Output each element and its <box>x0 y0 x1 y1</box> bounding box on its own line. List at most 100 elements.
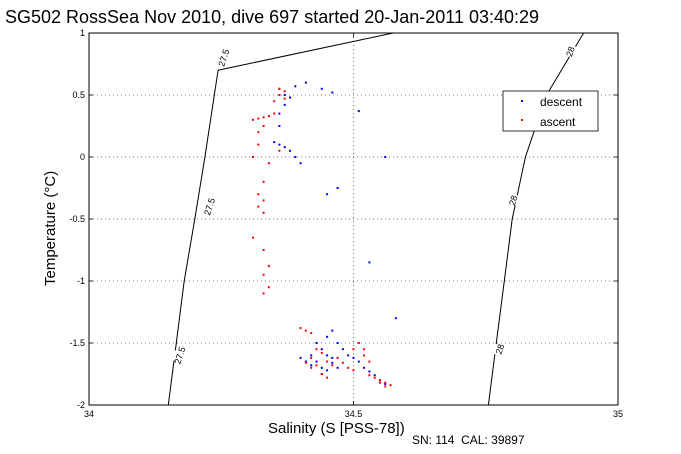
ascent-point <box>267 162 270 165</box>
ascent-point <box>257 131 260 134</box>
legend-box <box>502 90 599 132</box>
ascent-point <box>257 143 260 146</box>
ascent-point <box>262 125 265 127</box>
isopycnal-label: 28 <box>494 343 507 356</box>
descent-point <box>278 125 281 127</box>
descent-point <box>315 360 318 363</box>
descent-point <box>326 369 329 372</box>
ascent-point <box>262 180 265 183</box>
y-axis-label: Temperature (°C) <box>42 171 59 286</box>
x-tick-label: 34 <box>84 409 94 419</box>
descent-point <box>384 382 387 385</box>
ascent-point <box>278 94 281 96</box>
series-descent <box>273 81 397 385</box>
descent-point <box>347 354 350 357</box>
descent-point <box>352 356 355 359</box>
isopycnal-label-bg <box>561 46 580 57</box>
descent-point <box>294 156 297 158</box>
legend-ascent-marker <box>521 119 523 121</box>
descent-point <box>283 94 286 96</box>
y-tick-label: 0 <box>80 152 85 162</box>
isopycnal-line <box>167 32 394 406</box>
legend-ascent-label: ascent <box>540 115 576 129</box>
descent-point <box>304 81 307 84</box>
descent-point <box>273 141 276 144</box>
descent-point <box>341 348 344 351</box>
descent-point <box>283 146 286 149</box>
ascent-point <box>331 364 334 367</box>
ascent-point <box>368 374 371 377</box>
descent-point <box>363 366 366 369</box>
descent-point <box>315 342 318 344</box>
x-tick-label: 35 <box>613 409 623 419</box>
descent-point <box>294 85 297 88</box>
descent-point <box>283 103 286 106</box>
descent-point <box>326 335 329 338</box>
descent-point <box>299 356 302 359</box>
descent-point <box>310 364 313 367</box>
descent-point <box>326 193 329 196</box>
ascent-point <box>283 97 286 100</box>
ascent-point <box>262 116 265 119</box>
descent-point <box>336 187 339 189</box>
ascent-point <box>283 90 286 93</box>
descent-point <box>289 149 291 152</box>
ascent-point <box>304 329 307 332</box>
ascent-point <box>262 292 265 295</box>
descent-point <box>320 348 323 351</box>
ascent-point <box>262 199 265 202</box>
ascent-point <box>310 356 313 359</box>
descent-point <box>368 261 371 264</box>
ascent-point <box>252 236 254 239</box>
descent-point <box>331 329 334 332</box>
legend: descent ascent <box>502 90 599 132</box>
ascent-point <box>273 112 276 115</box>
ascent-point <box>352 369 355 372</box>
ascent-point <box>389 384 392 387</box>
isopycnal-label-bg <box>200 201 219 212</box>
ascent-point <box>341 361 344 364</box>
descent-point <box>310 354 313 357</box>
ascent-point <box>278 87 281 90</box>
ascent-point <box>384 381 387 384</box>
ascent-point <box>378 379 381 382</box>
ascent-point <box>363 354 366 357</box>
ascent-point <box>267 265 270 268</box>
descent-point <box>357 360 360 363</box>
ascent-point <box>310 366 313 369</box>
ascent-point <box>326 360 329 363</box>
ascent-point <box>257 117 260 120</box>
ascent-point <box>320 373 323 375</box>
legend-descent-marker <box>521 100 523 102</box>
descent-point <box>373 374 376 377</box>
ascent-point <box>315 364 318 367</box>
descent-point <box>299 162 302 165</box>
ascent-point <box>304 361 307 364</box>
ascent-point <box>252 156 254 158</box>
ascent-point <box>378 381 381 384</box>
descent-point <box>357 110 360 113</box>
ascent-point <box>363 348 366 351</box>
isopycnal-label-bg <box>170 350 189 361</box>
isopycnal-label-bg <box>214 52 233 63</box>
y-tick-label: -1.5 <box>69 338 85 348</box>
descent-point <box>304 360 307 363</box>
ascent-point <box>262 249 265 251</box>
ascent-point <box>299 327 302 330</box>
ascent-point <box>278 149 281 152</box>
ascent-point <box>347 366 350 369</box>
ascent-point <box>267 286 270 289</box>
descent-point <box>384 156 387 158</box>
y-tick-label: 1 <box>80 28 85 38</box>
y-tick-label: -2 <box>77 400 85 410</box>
grid <box>89 33 618 405</box>
ascent-point <box>273 100 276 103</box>
descent-point <box>320 87 323 90</box>
data-points <box>252 81 397 388</box>
descent-point <box>278 143 281 146</box>
isopycnal-label-bg <box>504 195 523 206</box>
ascent-point <box>262 211 265 214</box>
ascent-point <box>357 342 360 344</box>
descent-point <box>336 366 339 369</box>
